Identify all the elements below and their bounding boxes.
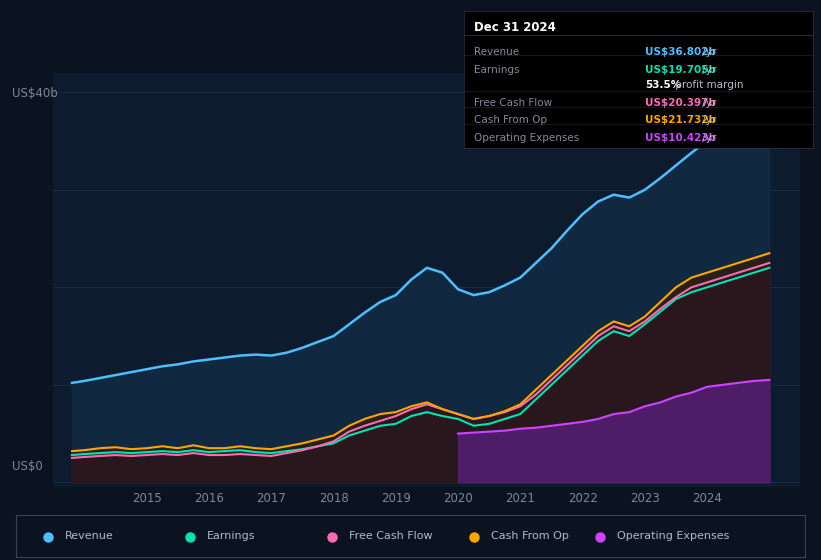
Text: US$36.802b: US$36.802b [645,47,716,57]
Text: Cash From Op: Cash From Op [491,531,569,541]
Text: Free Cash Flow: Free Cash Flow [349,531,433,541]
Text: US$20.397b: US$20.397b [645,97,716,108]
Text: /yr: /yr [699,133,717,143]
Text: US$21.732b: US$21.732b [645,115,717,125]
Text: Free Cash Flow: Free Cash Flow [475,97,553,108]
Text: Cash From Op: Cash From Op [475,115,548,125]
Text: profit margin: profit margin [672,80,744,90]
Text: US$19.705b: US$19.705b [645,65,716,74]
Text: US$10.423b: US$10.423b [645,133,717,143]
Text: /yr: /yr [699,47,717,57]
Text: Dec 31 2024: Dec 31 2024 [475,21,556,34]
Text: Earnings: Earnings [475,65,520,74]
Text: Revenue: Revenue [475,47,520,57]
Text: 53.5%: 53.5% [645,80,681,90]
Text: Operating Expenses: Operating Expenses [475,133,580,143]
Text: Revenue: Revenue [66,531,114,541]
Text: /yr: /yr [699,65,717,74]
Text: US$40b: US$40b [12,87,58,100]
Text: /yr: /yr [699,97,717,108]
Text: /yr: /yr [699,115,717,125]
Text: US$0: US$0 [12,460,43,473]
Text: Earnings: Earnings [207,531,255,541]
Text: Operating Expenses: Operating Expenses [617,531,729,541]
